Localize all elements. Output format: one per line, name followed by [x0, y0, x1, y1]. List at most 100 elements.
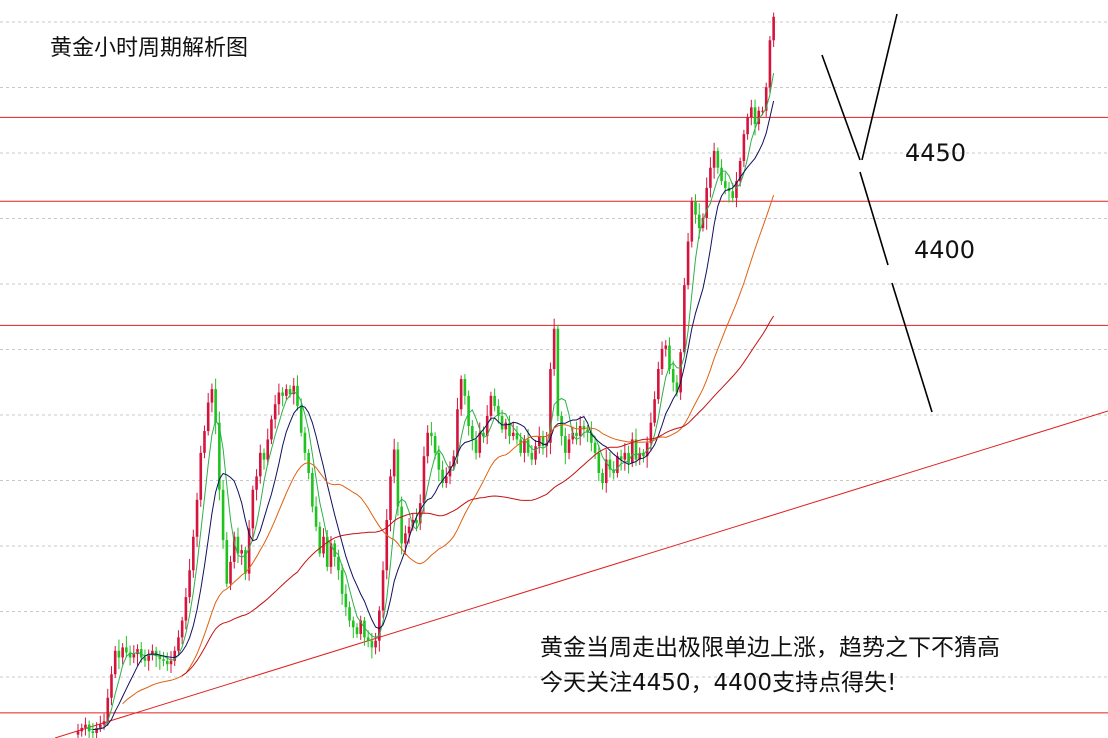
candle-body	[221, 489, 225, 541]
candle-body	[404, 533, 407, 544]
candle-body	[508, 422, 511, 437]
candle-body	[95, 727, 98, 733]
candle-body	[240, 550, 243, 554]
chart-title: 黄金小时周期解析图	[50, 36, 249, 61]
candle-body	[195, 499, 199, 537]
candle-body	[218, 422, 221, 490]
candle-body	[139, 649, 143, 658]
candle-body	[768, 40, 772, 88]
candle-body	[482, 432, 485, 437]
candle-body	[303, 432, 307, 453]
candle-body	[564, 436, 567, 453]
candle-body	[705, 187, 708, 219]
candle-body	[102, 721, 106, 725]
projection-line	[821, 54, 861, 161]
candle-body	[177, 637, 180, 651]
candle-body	[296, 385, 299, 406]
candle-body	[623, 452, 627, 460]
candle-body	[203, 431, 206, 453]
ascending-trendline	[54, 410, 1108, 738]
candle-body	[723, 181, 727, 188]
candle-body	[471, 426, 474, 440]
candle-body	[601, 472, 604, 484]
candle-body	[552, 328, 556, 369]
candle-body	[478, 432, 482, 453]
candle-body	[686, 241, 690, 286]
candle-body	[764, 87, 768, 111]
candle-body	[173, 650, 177, 661]
candle-body	[314, 506, 318, 527]
analysis-note-line-2: 今天关注4450，4400支持点得失!	[540, 670, 897, 696]
candle-body	[385, 519, 389, 571]
candle-body	[753, 107, 757, 125]
candle-body	[113, 650, 117, 675]
trend-lines	[54, 410, 1108, 738]
candle-body	[381, 570, 385, 611]
candle-body	[750, 107, 753, 118]
candle-body	[128, 652, 132, 658]
candle-body	[337, 556, 340, 571]
candle-body	[154, 650, 158, 656]
level-label-4400: 4400	[914, 236, 976, 264]
candle-body	[549, 369, 552, 443]
candle-body	[340, 570, 344, 594]
candle-body	[255, 476, 258, 490]
candle-body	[199, 452, 203, 500]
candle-body	[593, 442, 597, 453]
candle-body	[701, 218, 705, 229]
candle-body	[675, 382, 679, 393]
candle-body	[143, 657, 147, 661]
candle-body	[258, 452, 262, 477]
candle-body	[683, 285, 686, 353]
candle-body	[348, 607, 351, 621]
candle-body	[80, 727, 84, 732]
candle-body	[277, 392, 281, 405]
candle-body	[441, 469, 444, 484]
candle-body	[582, 426, 586, 430]
candle-body	[720, 167, 723, 182]
candle-body	[504, 422, 508, 430]
candle-body	[519, 439, 522, 453]
candle-body	[430, 432, 433, 437]
candle-body	[497, 405, 500, 416]
candle-body	[645, 442, 649, 457]
candle-body	[247, 528, 251, 574]
candle-body	[281, 392, 284, 396]
candle-body	[757, 110, 761, 125]
candle-body	[456, 409, 459, 457]
candle-body	[251, 489, 255, 529]
projection-lines	[821, 13, 933, 413]
candle-body	[158, 655, 162, 660]
candle-body	[180, 620, 184, 638]
candle-body	[459, 379, 463, 410]
candle-body	[374, 640, 377, 648]
candle-body	[590, 432, 593, 443]
candle-body	[244, 550, 247, 574]
candle-body	[99, 724, 102, 728]
candle-body	[87, 724, 91, 732]
candle-body	[229, 561, 232, 584]
candle-body	[318, 526, 322, 554]
candle-body	[333, 543, 336, 557]
candle-body	[515, 432, 519, 440]
candle-body	[426, 432, 429, 457]
candle-body	[664, 345, 668, 349]
candle-body	[709, 167, 712, 188]
candle-body	[392, 449, 396, 477]
candle-body	[162, 659, 165, 661]
candle-body	[270, 419, 273, 440]
candle-body	[738, 161, 742, 182]
candle-body	[433, 436, 437, 453]
candle-body	[411, 519, 415, 527]
candle-body	[366, 637, 370, 641]
candle-body	[299, 405, 303, 433]
candle-body	[273, 404, 277, 420]
candle-body	[169, 660, 173, 665]
candle-body	[578, 426, 582, 437]
candle-body	[526, 439, 530, 453]
candle-body	[76, 731, 80, 735]
candle-body	[575, 432, 578, 437]
candle-body	[742, 134, 746, 162]
candle-body	[679, 352, 682, 393]
